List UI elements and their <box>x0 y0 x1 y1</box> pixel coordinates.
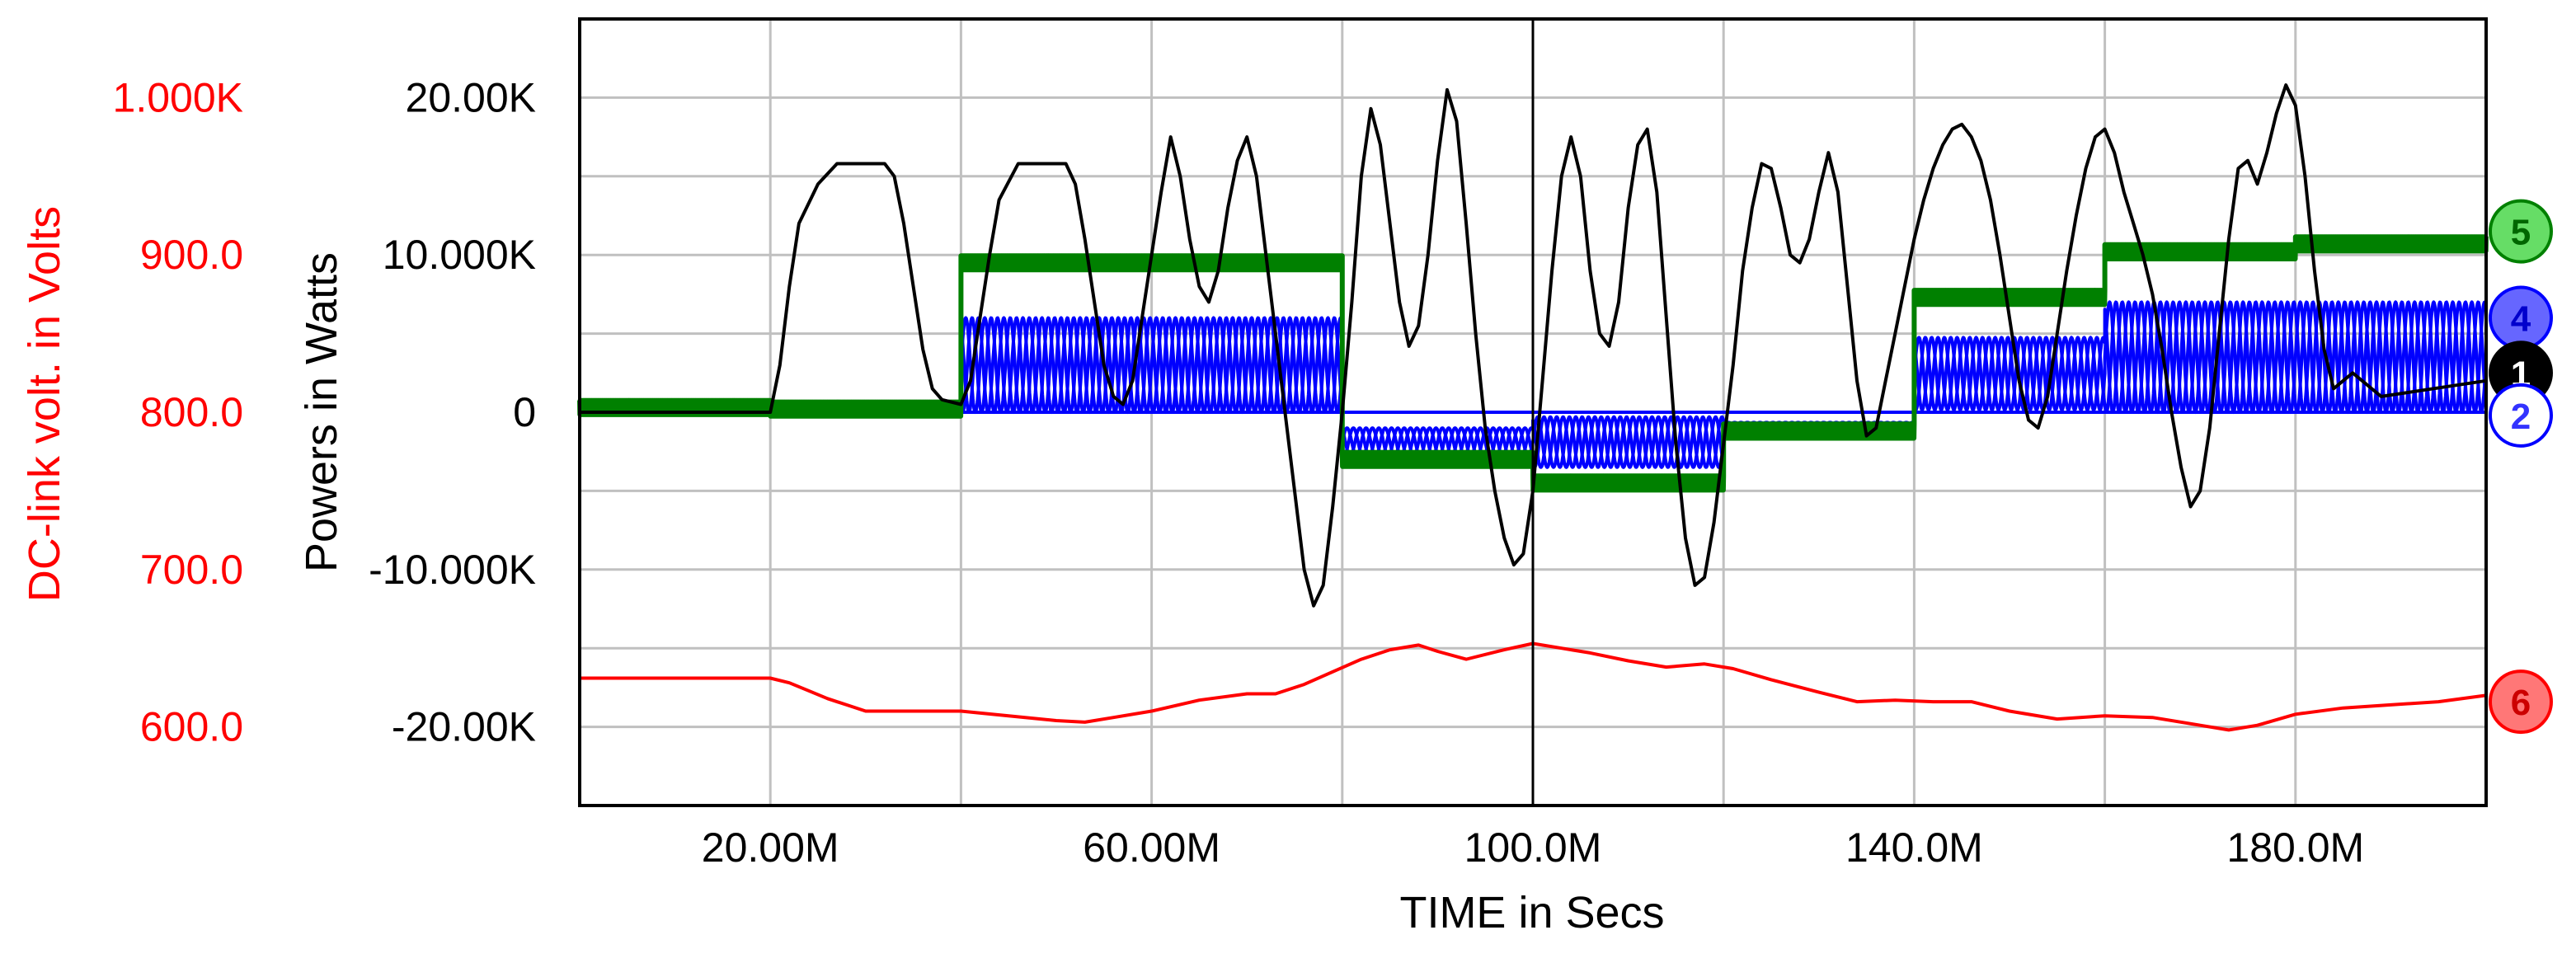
series-marker-5 <box>2489 199 2553 264</box>
y-axis-label: Powers in Watts <box>297 252 346 572</box>
secondary-y-tick-label: 700.0 <box>140 547 243 593</box>
series-marker-label: 5 <box>2511 213 2531 253</box>
secondary-y-tick-label: 600.0 <box>140 704 243 750</box>
y-tick-label: 10.000K <box>383 232 536 278</box>
x-tick-label: 140.0M <box>1845 824 1983 871</box>
secondary-y-tick-label: 800.0 <box>140 389 243 435</box>
secondary-y-tick-label: 1.000K <box>113 74 243 120</box>
series-marker-label: 4 <box>2511 299 2531 340</box>
series-marker-label: 6 <box>2511 683 2531 723</box>
x-tick-label: 20.00M <box>702 824 839 871</box>
y-tick-label: -20.00K <box>392 704 536 750</box>
x-axis-label: TIME in Secs <box>1399 888 1664 937</box>
y-tick-label: -10.000K <box>369 547 536 593</box>
secondary-y-tick-label: 900.0 <box>140 232 243 278</box>
y-tick-label: 20.00K <box>406 74 536 120</box>
secondary-y-axis-label: DC-link volt. in Volts <box>20 206 69 602</box>
x-tick-label: 100.0M <box>1464 824 1602 871</box>
x-tick-label: 60.00M <box>1083 824 1220 871</box>
series-marker-6 <box>2489 669 2553 735</box>
x-tick-label: 180.0M <box>2226 824 2364 871</box>
series-marker-2 <box>2489 383 2553 448</box>
tick-labels: 20.00M 60.00M 100.0M 140.0M 180.0M 20.00K 10.0… <box>113 74 2365 871</box>
series-marker-label: 2 <box>2511 397 2531 437</box>
series-1-line <box>580 83 2487 608</box>
y-tick-label: 0 <box>513 389 536 435</box>
